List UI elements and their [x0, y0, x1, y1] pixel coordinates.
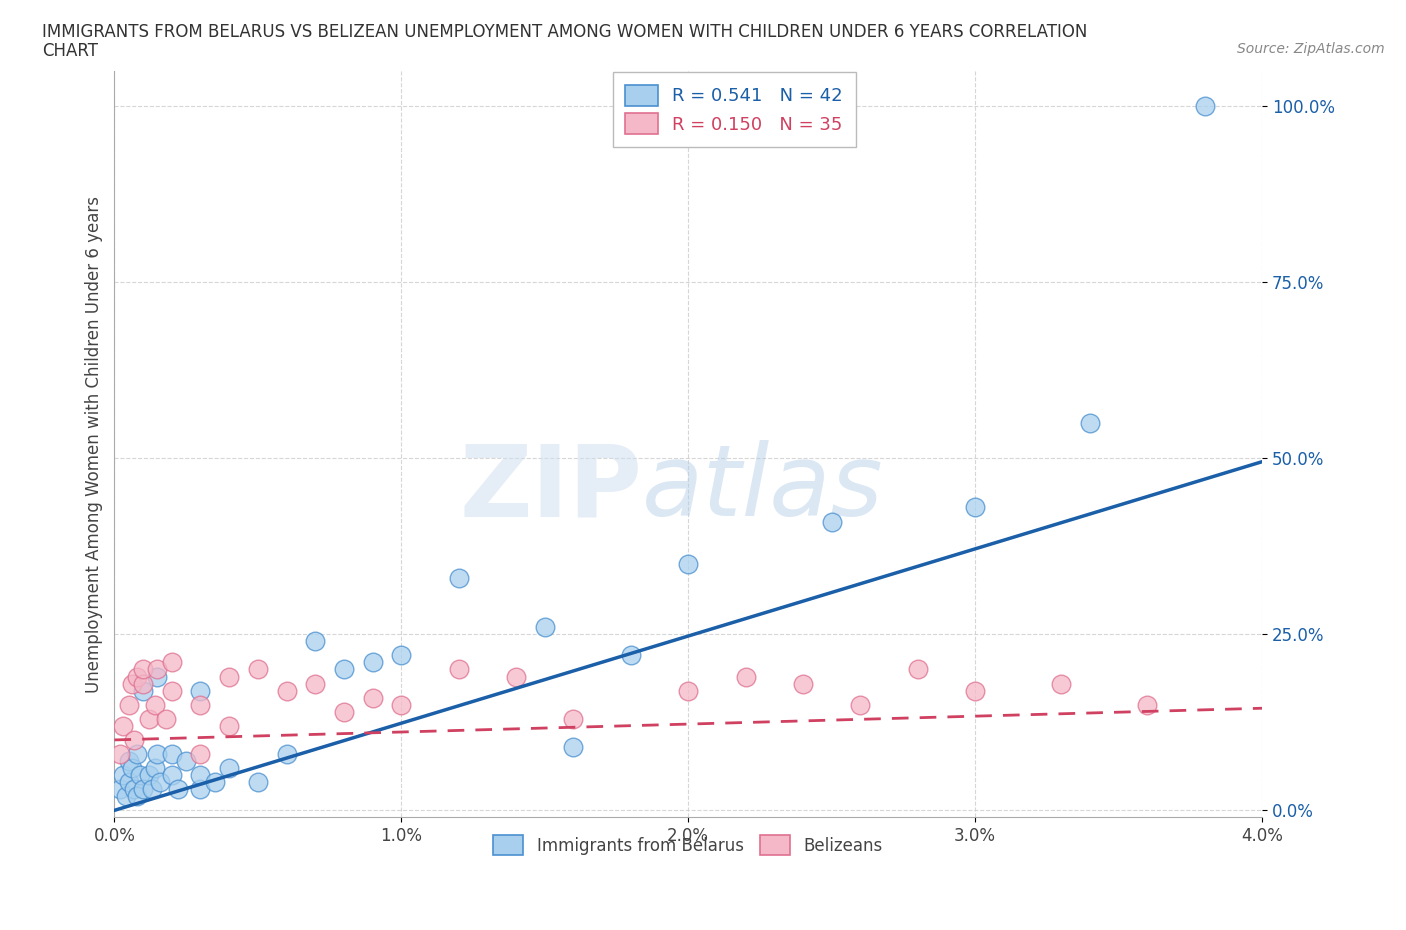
- Point: [127, 747, 149, 762]
- Point: [965, 500, 987, 515]
- Point: [146, 747, 169, 762]
- Point: [118, 753, 141, 768]
- Point: [333, 704, 356, 719]
- Point: [218, 669, 240, 684]
- Point: [160, 747, 183, 762]
- Point: [361, 655, 384, 670]
- Point: [108, 782, 131, 797]
- Y-axis label: Unemployment Among Women with Children Under 6 years: Unemployment Among Women with Children U…: [86, 195, 103, 693]
- Text: CHART: CHART: [42, 42, 98, 60]
- Point: [246, 662, 269, 677]
- Point: [792, 676, 814, 691]
- Point: [849, 698, 872, 712]
- Point: [276, 684, 298, 698]
- Point: [389, 698, 412, 712]
- Point: [174, 753, 197, 768]
- Point: [155, 711, 177, 726]
- Point: [676, 556, 699, 571]
- Point: [138, 711, 160, 726]
- Point: [143, 698, 166, 712]
- Point: [907, 662, 929, 677]
- Point: [121, 676, 143, 691]
- Text: ZIP: ZIP: [460, 441, 643, 538]
- Point: [160, 767, 183, 782]
- Text: Source: ZipAtlas.com: Source: ZipAtlas.com: [1237, 42, 1385, 56]
- Point: [304, 634, 326, 649]
- Point: [132, 662, 155, 677]
- Point: [146, 669, 169, 684]
- Point: [129, 767, 152, 782]
- Point: [138, 767, 160, 782]
- Point: [124, 782, 146, 797]
- Point: [1078, 416, 1101, 431]
- Point: [143, 761, 166, 776]
- Point: [333, 662, 356, 677]
- Point: [149, 775, 172, 790]
- Point: [111, 718, 134, 733]
- Point: [141, 782, 163, 797]
- Point: [190, 684, 212, 698]
- Point: [190, 747, 212, 762]
- Point: [190, 698, 212, 712]
- Point: [115, 789, 138, 804]
- Point: [118, 698, 141, 712]
- Point: [218, 761, 240, 776]
- Point: [276, 747, 298, 762]
- Point: [447, 662, 470, 677]
- Point: [734, 669, 756, 684]
- Point: [127, 789, 149, 804]
- Point: [146, 662, 169, 677]
- Point: [121, 761, 143, 776]
- Point: [124, 733, 146, 748]
- Point: [108, 747, 131, 762]
- Point: [533, 619, 555, 634]
- Point: [111, 767, 134, 782]
- Legend: Immigrants from Belarus, Belizeans: Immigrants from Belarus, Belizeans: [486, 829, 890, 861]
- Point: [204, 775, 226, 790]
- Point: [304, 676, 326, 691]
- Point: [447, 570, 470, 585]
- Point: [160, 684, 183, 698]
- Point: [1136, 698, 1159, 712]
- Point: [190, 782, 212, 797]
- Point: [127, 669, 149, 684]
- Point: [361, 690, 384, 705]
- Point: [676, 684, 699, 698]
- Point: [118, 775, 141, 790]
- Point: [1050, 676, 1073, 691]
- Point: [160, 655, 183, 670]
- Point: [562, 739, 585, 754]
- Point: [166, 782, 188, 797]
- Point: [246, 775, 269, 790]
- Point: [218, 718, 240, 733]
- Point: [965, 684, 987, 698]
- Point: [562, 711, 585, 726]
- Point: [132, 676, 155, 691]
- Text: atlas: atlas: [643, 441, 884, 538]
- Point: [821, 514, 844, 529]
- Point: [620, 648, 643, 663]
- Point: [505, 669, 527, 684]
- Point: [190, 767, 212, 782]
- Text: IMMIGRANTS FROM BELARUS VS BELIZEAN UNEMPLOYMENT AMONG WOMEN WITH CHILDREN UNDER: IMMIGRANTS FROM BELARUS VS BELIZEAN UNEM…: [42, 23, 1088, 41]
- Point: [389, 648, 412, 663]
- Point: [132, 684, 155, 698]
- Point: [1194, 99, 1216, 113]
- Point: [132, 782, 155, 797]
